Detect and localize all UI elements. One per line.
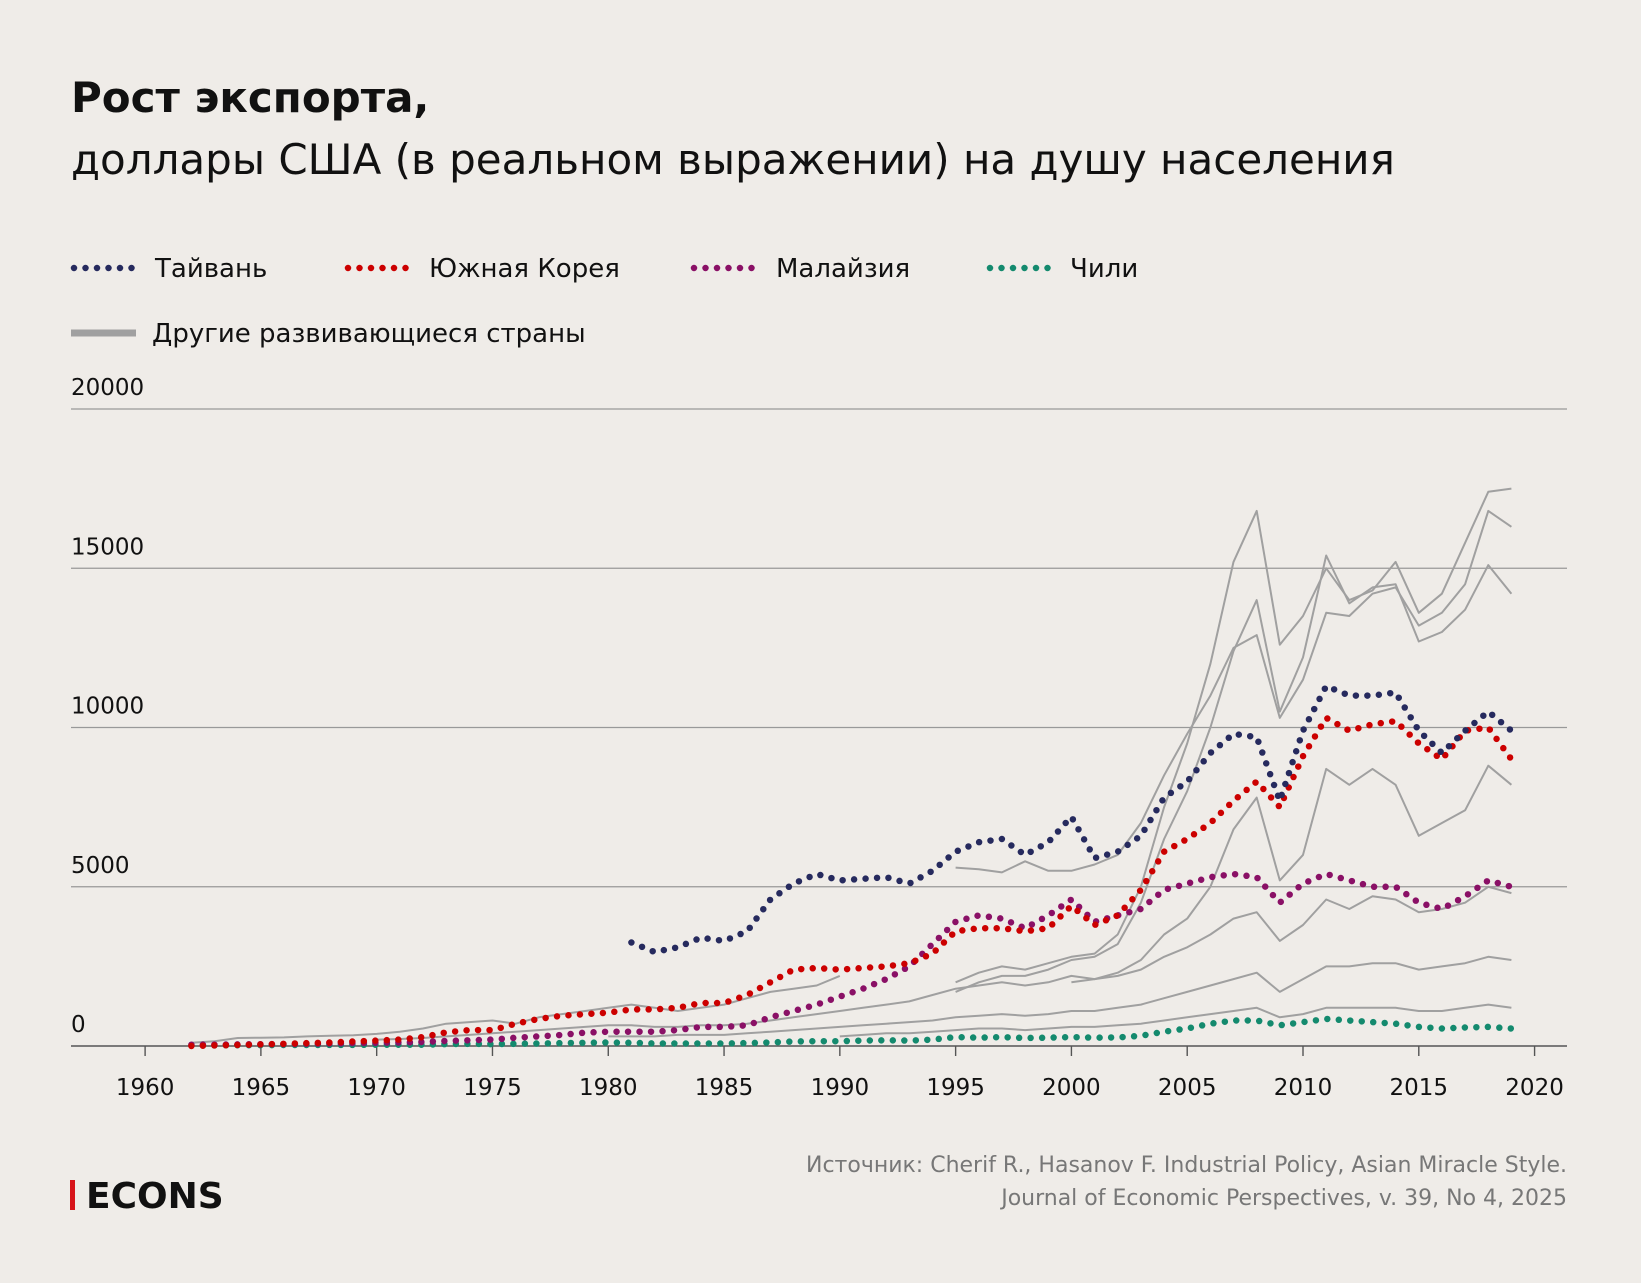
chart-subtitle: доллары США (в реальном выражении) на ду… [71, 135, 1395, 184]
x-tick-label: 2005 [1158, 1075, 1217, 1101]
x-tick-label: 2000 [1042, 1075, 1101, 1101]
x-tick-label: 1960 [116, 1075, 175, 1101]
x-tick-label: 1975 [463, 1075, 522, 1101]
x-tick-label: 1970 [347, 1075, 406, 1101]
legend-label: Тайвань [154, 254, 267, 284]
chart-title: Рост экспорта, [71, 73, 429, 122]
series-line [628, 681, 1515, 956]
other-country-line [1071, 764, 1513, 984]
x-tick-label: 2010 [1274, 1075, 1333, 1101]
other-country-line [955, 487, 1512, 984]
other-country-line [955, 554, 1513, 993]
y-tick-label: 10000 [71, 694, 144, 720]
other-country-line [376, 885, 1512, 1041]
x-tick-label: 2020 [1505, 1075, 1564, 1101]
legend-label: Южная Корея [429, 254, 620, 284]
other-country-line [608, 955, 1512, 1038]
brand: ECONS [86, 1176, 224, 1217]
x-tick-label: 1965 [232, 1075, 291, 1101]
x-tick-label: 1980 [579, 1075, 638, 1101]
x-tick-label: 1985 [695, 1075, 754, 1101]
y-tick-label: 5000 [71, 853, 130, 879]
other-country-line [955, 509, 1512, 874]
legend-label: Другие развивающиеся страны [152, 319, 586, 349]
y-tick-label: 15000 [71, 534, 144, 560]
y-tick-label: 0 [71, 1012, 86, 1038]
other-country-line [191, 974, 841, 1044]
legend-label: Чили [1070, 254, 1138, 284]
source-line: Journal of Economic Perspectives, v. 39,… [999, 1186, 1567, 1211]
legend-label: Малайзия [776, 254, 910, 284]
series-line [188, 870, 1515, 1048]
x-tick-label: 2015 [1390, 1075, 1449, 1101]
source-line: Источник: Cherif R., Hasanov F. Industri… [806, 1153, 1567, 1178]
brand-bar [70, 1180, 75, 1210]
y-tick-label: 20000 [71, 375, 144, 401]
x-tick-label: 1995 [926, 1075, 985, 1101]
series-line [188, 713, 1515, 1050]
x-tick-label: 1990 [811, 1075, 870, 1101]
other-country-line [839, 1003, 1512, 1038]
